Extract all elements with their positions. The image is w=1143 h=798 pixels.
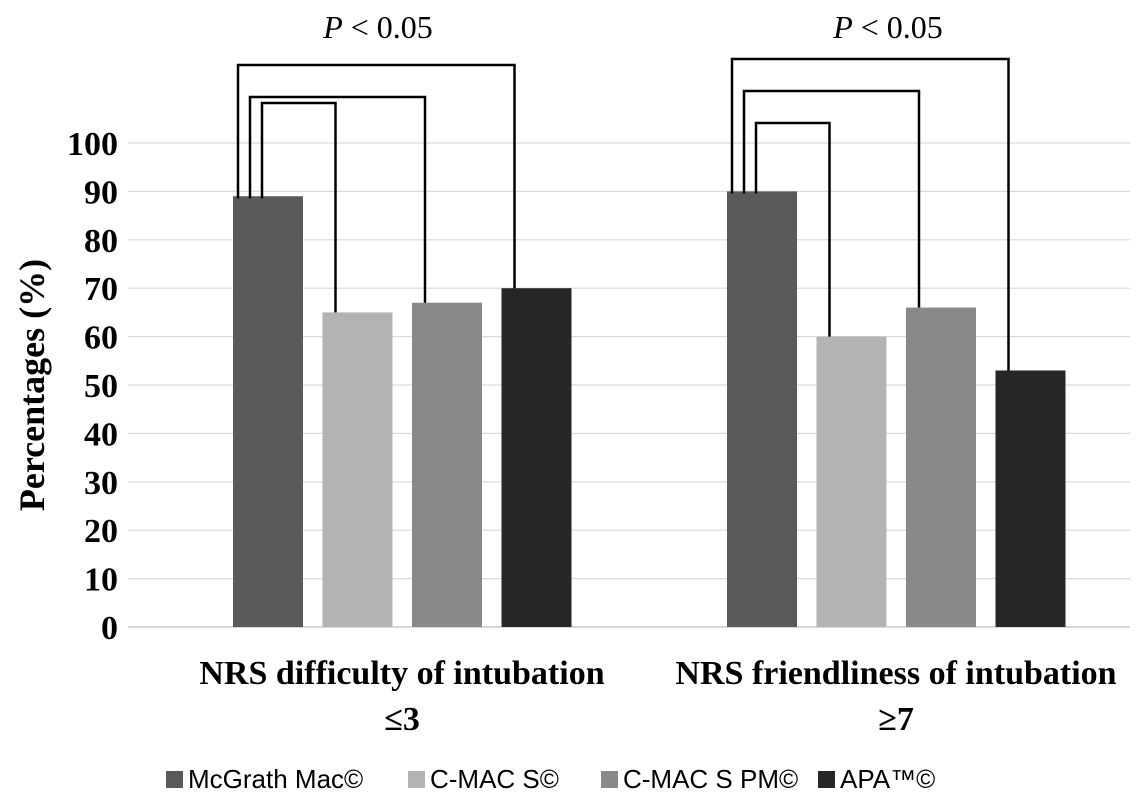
bar (816, 336, 887, 627)
significance-bracket (730, 57, 1010, 371)
bar (906, 307, 976, 627)
bars (233, 191, 1066, 628)
category-label-threshold: ≤3 (384, 701, 420, 738)
significance-bracket (260, 101, 337, 313)
y-tick-label: 80 (84, 223, 118, 260)
y-axis-label: Percentages (%) (12, 259, 52, 511)
category-labels: NRS difficulty of intubation ≤3 NRS friend… (199, 655, 1116, 738)
y-tick-label: 70 (84, 271, 118, 308)
y-tick-label: 40 (84, 416, 118, 453)
legend-swatch (818, 771, 835, 788)
legend-swatch (601, 771, 618, 788)
legend-swatch (166, 771, 183, 788)
y-tick-label: 100 (67, 126, 118, 163)
y-tick-label: 30 (84, 465, 118, 502)
y-tick-label: 60 (84, 320, 118, 357)
legend-label: McGrath Mac© (188, 764, 363, 794)
significance-bracket (236, 63, 516, 289)
category-label: NRS friendliness of intubation (675, 655, 1116, 692)
bar (233, 196, 303, 628)
p-value-annotations: P < 0.05 P < 0.05 (322, 9, 943, 45)
category-label-threshold: ≥7 (878, 701, 914, 738)
bar (501, 288, 572, 627)
significance-brackets (236, 57, 1010, 371)
legend-swatch (408, 771, 425, 788)
legend: McGrath Mac© C-MAC S© C-MAC S PM© APA™© (166, 764, 935, 794)
y-tick-label: 0 (101, 610, 118, 647)
bar (412, 302, 482, 627)
y-tick-label: 90 (84, 174, 118, 211)
y-tick-label: 20 (84, 513, 118, 550)
y-tick-label: 10 (84, 562, 118, 599)
p-value-label: P < 0.05 (832, 9, 943, 45)
category-label: NRS difficulty of intubation (199, 655, 604, 692)
bar (995, 370, 1066, 627)
significance-bracket (742, 89, 921, 308)
bar (322, 312, 393, 627)
significance-bracket (754, 121, 831, 337)
y-tick-label: 50 (84, 368, 118, 405)
legend-label: APA™© (840, 764, 935, 794)
significance-bracket (248, 95, 427, 303)
p-value-label: P < 0.05 (322, 9, 433, 45)
legend-label: C-MAC S PM© (623, 764, 798, 794)
y-axis-ticks: 0 10 20 30 40 50 60 70 80 90 100 (67, 126, 118, 647)
legend-label: C-MAC S© (430, 764, 559, 794)
bar (727, 191, 797, 627)
